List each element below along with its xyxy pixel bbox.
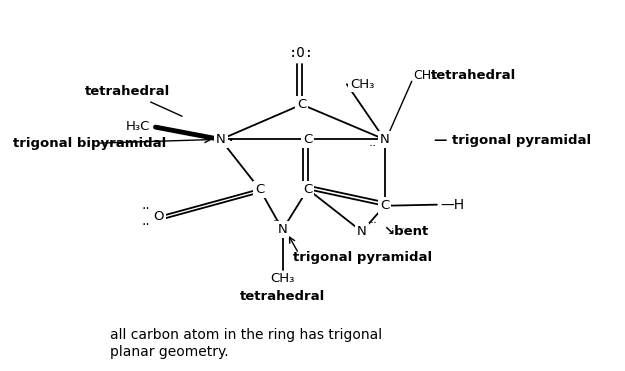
Text: tetrahedral: tetrahedral: [240, 290, 325, 303]
Text: C: C: [303, 133, 312, 146]
Text: · · · ·: · · · ·: [386, 225, 404, 234]
Text: ··: ··: [272, 215, 281, 228]
Text: planar geometry.: planar geometry.: [109, 345, 228, 359]
Text: ··: ··: [141, 218, 150, 232]
Text: C: C: [380, 199, 389, 212]
Text: C: C: [255, 183, 264, 196]
Text: ··: ··: [141, 202, 150, 216]
Text: N: N: [278, 223, 288, 236]
Text: H₃C: H₃C: [126, 120, 150, 133]
Text: ··: ··: [369, 139, 377, 152]
Text: trigonal pyramidal: trigonal pyramidal: [292, 251, 432, 264]
Text: ·: ·: [228, 132, 234, 151]
Text: C: C: [297, 98, 306, 111]
Text: trigonal bipyramidal: trigonal bipyramidal: [13, 137, 167, 150]
Text: N: N: [216, 133, 226, 146]
Text: ··: ··: [370, 217, 378, 230]
Text: CH₃: CH₃: [413, 69, 436, 82]
Text: all carbon atom in the ring has trigonal: all carbon atom in the ring has trigonal: [109, 328, 382, 342]
Text: :O:: :O:: [289, 46, 314, 60]
Text: CH₃: CH₃: [350, 78, 374, 91]
Text: — trigonal pyramidal: — trigonal pyramidal: [434, 134, 591, 147]
Text: CH₃: CH₃: [271, 272, 295, 285]
Text: N: N: [357, 225, 367, 238]
Text: tetrahedral: tetrahedral: [431, 69, 516, 82]
Text: —H: —H: [440, 198, 464, 211]
Text: C: C: [303, 183, 312, 196]
Text: O: O: [154, 210, 164, 223]
Text: tetrahedral: tetrahedral: [85, 85, 182, 116]
Text: ↘bent: ↘bent: [383, 225, 428, 238]
Text: N: N: [380, 133, 389, 146]
